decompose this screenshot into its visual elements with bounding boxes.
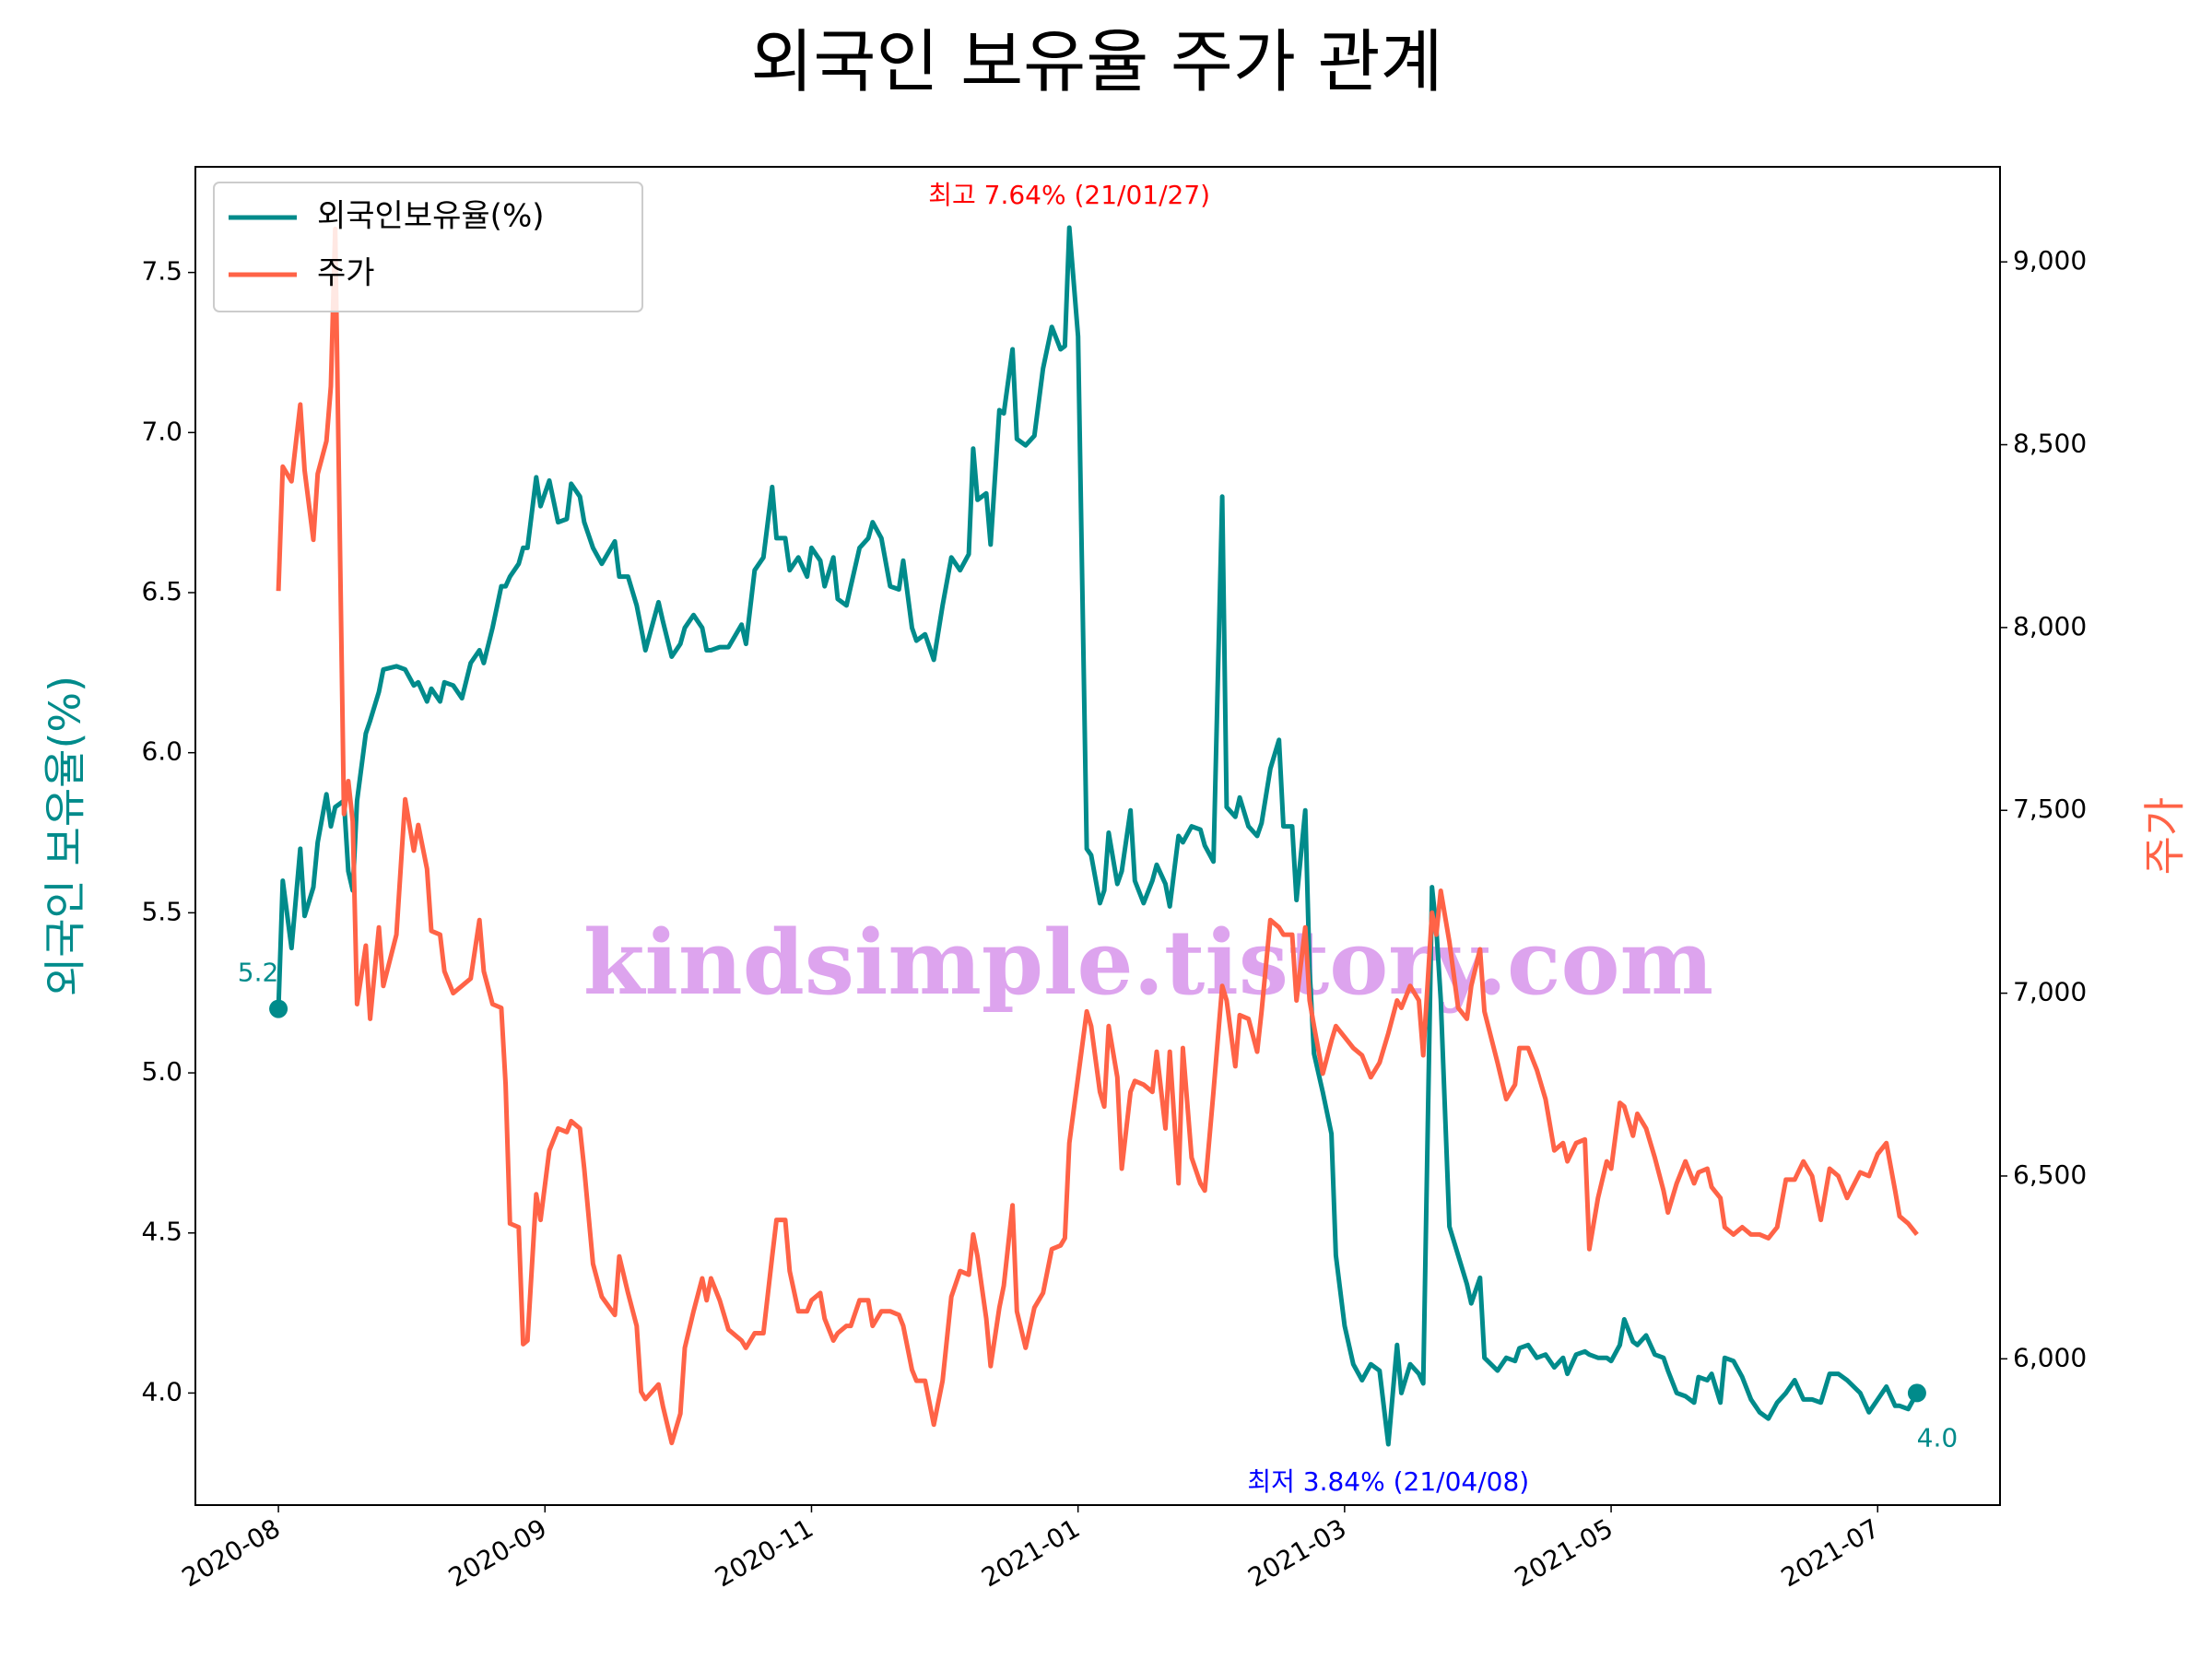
y-axis-label: 외국인 보유율(%) [41,676,90,996]
y2-axis-label: 주가 [2140,797,2190,876]
endpoint-marker [1907,1383,1926,1403]
y-tick-label: 4.5 [141,1217,182,1247]
annotation: 5.2 [238,958,279,988]
series-line [276,225,1920,1447]
y2-tick-label: 8,500 [2013,429,2087,459]
legend-box [213,182,643,312]
series-line [276,226,1919,1446]
y-tick-label: 6.5 [141,576,182,606]
legend-label: 주가 [317,255,375,292]
y-tick-label: 7.0 [141,416,182,446]
y2-tick-label: 7,000 [2013,977,2087,1007]
y-tick-label: 6.0 [141,736,182,767]
y-tick-label: 7.5 [141,256,182,287]
y-tick-label: 4.0 [141,1376,182,1406]
annotation: 4.0 [1917,1422,1959,1453]
annotation: 최고 7.64% (21/01/27) [928,180,1210,210]
y-tick-label: 5.0 [141,1056,182,1087]
plot-frame [194,166,2001,1506]
y2-tick-label: 6,500 [2013,1159,2087,1190]
chart-title: 외국인 보유율 주가 관계 [750,23,1442,102]
y2-tick-label: 8,000 [2013,611,2087,641]
legend-label: 외국인보유율(%) [317,198,545,235]
y2-tick-label: 6,000 [2013,1342,2087,1372]
annotation: 최저 3.84% (21/04/08) [1247,1466,1529,1497]
y-tick-label: 5.5 [141,896,182,926]
watermark: kindsimple.tistory.com [583,911,1713,1015]
y2-tick-label: 7,500 [2013,794,2087,824]
endpoint-marker [269,999,288,1018]
y2-tick-label: 9,000 [2013,245,2087,276]
